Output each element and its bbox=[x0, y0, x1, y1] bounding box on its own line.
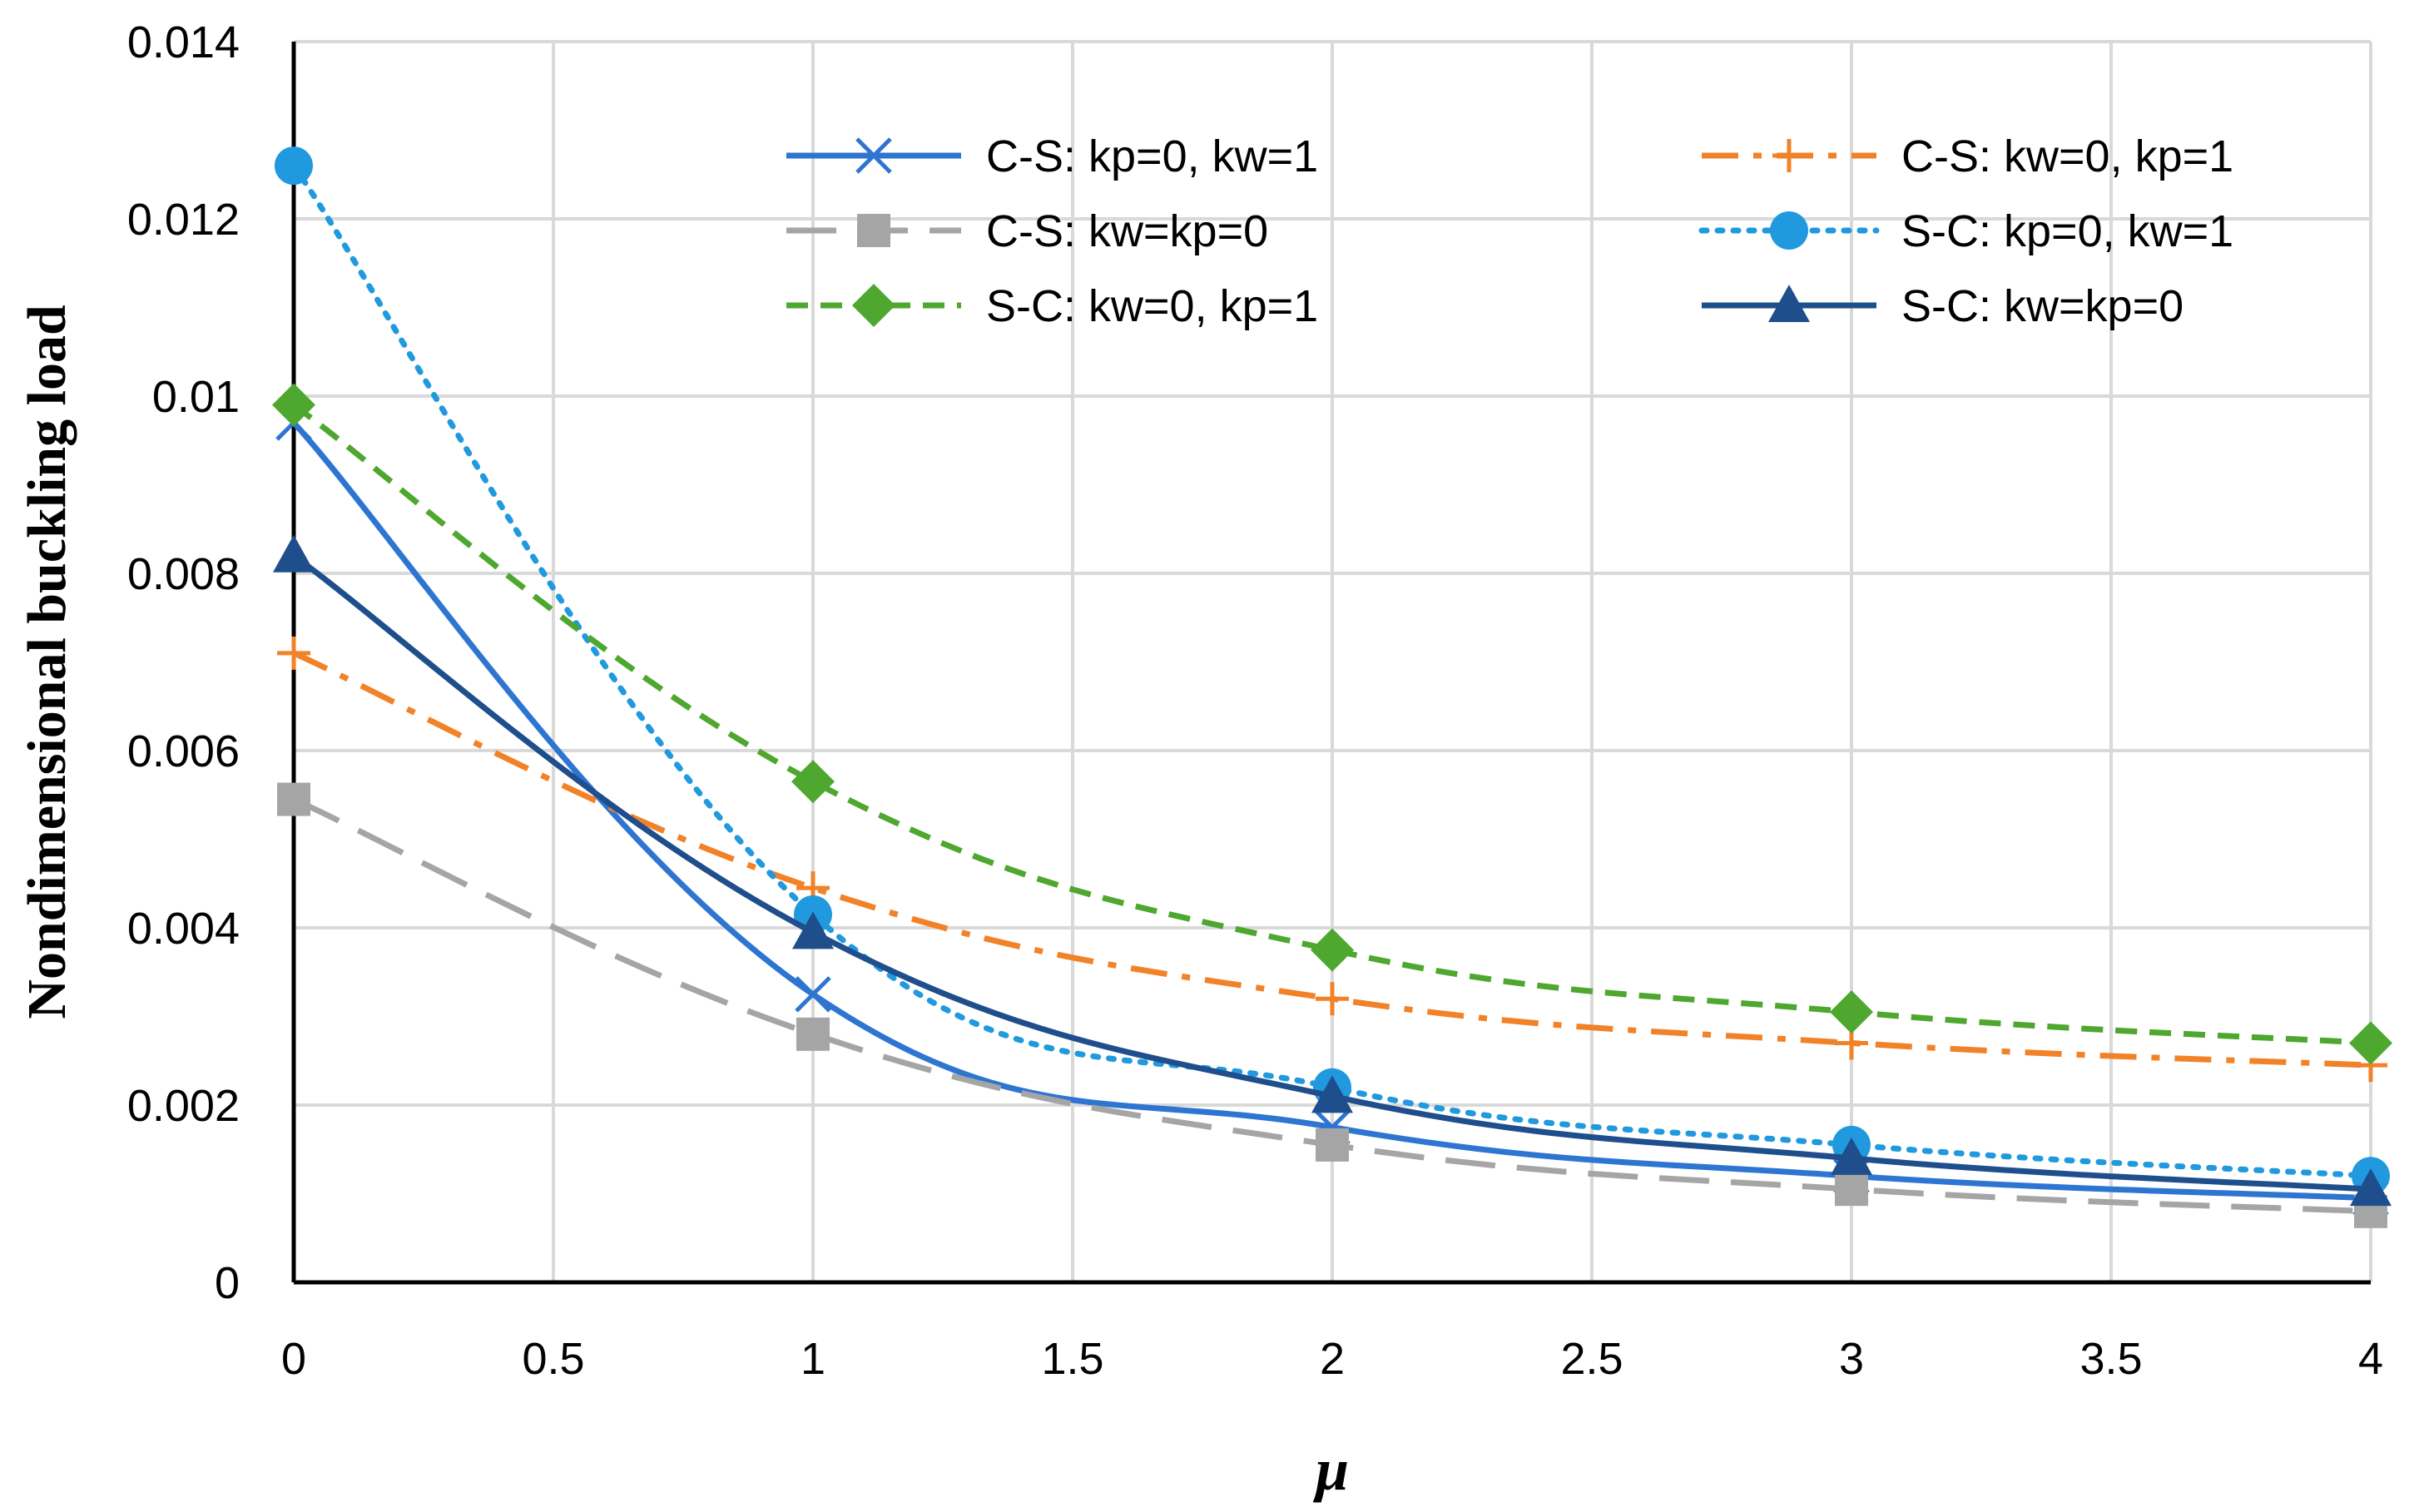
y-tick-label: 0.004 bbox=[127, 904, 240, 954]
plus-marker bbox=[277, 636, 310, 670]
square-marker bbox=[796, 1017, 830, 1051]
y-tick-label: 0.014 bbox=[127, 17, 240, 67]
y-tick-label: 0 bbox=[215, 1258, 240, 1308]
series-line bbox=[290, 162, 2374, 1179]
series-line bbox=[291, 420, 2372, 1202]
x-tick-label: 0.5 bbox=[522, 1334, 584, 1384]
triangle-marker bbox=[1311, 1075, 1353, 1113]
x-tick-labels: 0 0.5 1 1.5 2 2.5 3 3.5 4 bbox=[281, 1334, 2383, 1384]
diamond-marker bbox=[1830, 990, 1873, 1034]
legend-item-1: C-S: kw=0, kp=1 bbox=[1702, 131, 2233, 181]
legend-item-3: S-C: kp=0, kw=1 bbox=[1698, 206, 2233, 256]
x-tick-label: 0 bbox=[281, 1334, 306, 1384]
triangle-marker bbox=[2350, 1168, 2392, 1207]
triangle-marker bbox=[1831, 1137, 1872, 1175]
plus-marker bbox=[1316, 982, 1349, 1016]
triangle-marker bbox=[1768, 285, 1810, 322]
legend-label: S-C: kw=0, kp=1 bbox=[986, 281, 1318, 331]
triangle-marker bbox=[273, 534, 315, 573]
x-axis-title: μ bbox=[1312, 1436, 1349, 1503]
legend-label: C-S: kw=kp=0 bbox=[986, 206, 1268, 256]
y-tick-label: 0.002 bbox=[127, 1081, 240, 1131]
x-tick-label: 4 bbox=[2358, 1334, 2383, 1384]
legend-label: C-S: kw=0, kp=1 bbox=[1901, 131, 2233, 181]
y-tick-label: 0.006 bbox=[127, 726, 240, 776]
y-tick-label: 0.012 bbox=[127, 195, 240, 245]
legend-label: S-C: kw=kp=0 bbox=[1901, 281, 2183, 331]
legend-label: C-S: kp=0, kw=1 bbox=[986, 131, 1318, 181]
square-marker bbox=[1835, 1172, 1868, 1207]
legend-item-5: S-C: kw=kp=0 bbox=[1702, 281, 2183, 331]
series-4 bbox=[272, 383, 2392, 1065]
legend-item-0: C-S: kp=0, kw=1 bbox=[786, 131, 1318, 181]
legend-item-2: C-S: kw=kp=0 bbox=[786, 206, 1268, 256]
diamond-marker bbox=[272, 383, 315, 427]
legend-item-4: S-C: kw=0, kp=1 bbox=[786, 281, 1318, 331]
square-marker bbox=[1316, 1128, 1349, 1162]
series-group bbox=[272, 146, 2392, 1228]
x-marker bbox=[795, 976, 831, 1013]
plus-marker bbox=[1772, 139, 1806, 172]
y-tick-labels: 0 0.002 0.004 0.006 0.008 0.01 0.012 0.014 bbox=[127, 17, 240, 1308]
x-tick-label: 3.5 bbox=[2079, 1334, 2142, 1384]
diamond-marker bbox=[2349, 1021, 2392, 1065]
square-marker bbox=[277, 782, 310, 816]
x-marker bbox=[855, 137, 892, 174]
diamond-marker bbox=[791, 760, 835, 804]
legend-label: S-C: kp=0, kw=1 bbox=[1901, 206, 2233, 256]
x-tick-label: 2.5 bbox=[1560, 1334, 1623, 1384]
x-tick-label: 1 bbox=[801, 1334, 825, 1384]
y-tick-label: 0.008 bbox=[127, 549, 240, 599]
series-line bbox=[291, 402, 2372, 1046]
x-tick-label: 3 bbox=[1839, 1334, 1864, 1384]
x-tick-label: 2 bbox=[1320, 1334, 1345, 1384]
legend: C-S: kp=0, kw=1 C-S: kw=0, kp=1 C-S: kw=kp… bbox=[786, 131, 2233, 331]
series-5 bbox=[273, 534, 2392, 1207]
square-marker bbox=[857, 214, 890, 247]
y-tick-label: 0.01 bbox=[152, 372, 240, 422]
circle-marker bbox=[1770, 211, 1808, 250]
triangle-marker bbox=[792, 911, 834, 949]
y-axis-title: Nondimensional buckling load bbox=[17, 305, 77, 1019]
diamond-marker bbox=[852, 284, 895, 327]
circle-marker bbox=[275, 146, 313, 186]
diamond-marker bbox=[1311, 928, 1354, 972]
x-tick-label: 1.5 bbox=[1041, 1334, 1103, 1384]
